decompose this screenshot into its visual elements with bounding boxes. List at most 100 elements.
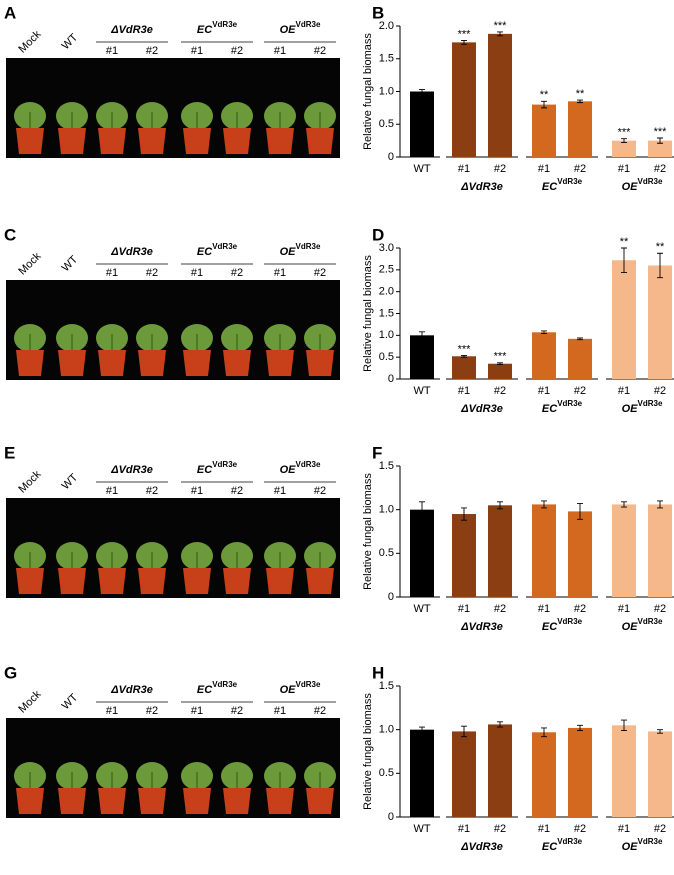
y-tick-label: 0.5 (379, 118, 394, 130)
group-label: ΔVdR3e (110, 464, 153, 476)
y-tick-label: 1.0 (379, 329, 394, 341)
x-tick-label: #1 (458, 385, 470, 397)
pot (223, 788, 251, 814)
pot (16, 788, 44, 814)
group-label: ΔVdR3e (110, 24, 153, 36)
group-sup: VdR3e (557, 617, 582, 626)
group-name: OE (280, 24, 297, 36)
significance: *** (494, 20, 508, 32)
x-tick-label: #1 (618, 603, 630, 615)
x-tick-label: #2 (494, 163, 506, 175)
panel-letter: A (4, 3, 16, 22)
y-tick-label: 1.0 (379, 724, 394, 736)
bar (568, 338, 592, 379)
x-tick-label: #1 (538, 603, 550, 615)
group-name: OE (280, 464, 297, 476)
pot (16, 350, 44, 376)
x-tick-label: #2 (574, 603, 586, 615)
pot (58, 568, 86, 594)
y-tick-label: 1.0 (379, 504, 394, 516)
x-tick-label: #2 (654, 603, 666, 615)
group-sup: VdR3e (212, 20, 237, 29)
x-tick-label: #1 (618, 163, 630, 175)
error-bar (657, 137, 663, 144)
item-label: #2 (231, 45, 243, 57)
group-name: OE (280, 684, 297, 696)
error-bar (497, 501, 503, 510)
photo-label: WT (60, 691, 81, 712)
item-label: #2 (146, 267, 158, 279)
significance: ** (656, 241, 665, 253)
error-bar (419, 726, 425, 733)
y-axis-label: Relative fungal biomass (362, 255, 374, 372)
x-tick-label: #2 (494, 385, 506, 397)
error-bar (621, 719, 627, 731)
pot (16, 568, 44, 594)
error-bar (541, 500, 547, 509)
error-bar (541, 330, 547, 335)
pot (266, 568, 294, 594)
bar (568, 727, 592, 817)
group-label: OEVdR3e (280, 242, 321, 258)
group-name: EC (542, 841, 558, 853)
group-name: ΔVdR3e (110, 24, 153, 36)
pot (58, 350, 86, 376)
item-label: #1 (274, 45, 286, 57)
y-tick-label: 2.0 (379, 286, 394, 298)
group-name: ΔVdR3e (460, 181, 503, 193)
y-tick-label: 0.5 (379, 547, 394, 559)
significance: ** (576, 88, 585, 100)
bar (648, 265, 672, 379)
item-label: #2 (231, 705, 243, 717)
group-name: ΔVdR3e (110, 684, 153, 696)
bar (452, 42, 476, 157)
error-bar (621, 247, 627, 273)
group-label: ECVdR3e (542, 617, 583, 633)
pot (98, 350, 126, 376)
pot (58, 128, 86, 154)
group-name: OE (622, 181, 639, 193)
x-tick-label: #2 (494, 823, 506, 835)
item-label: #1 (191, 705, 203, 717)
group-label: ECVdR3e (197, 20, 238, 36)
pot (183, 128, 211, 154)
group-sup: VdR3e (557, 837, 582, 846)
panel-letter: C (4, 225, 16, 244)
x-tick-label: #2 (574, 823, 586, 835)
panel-letter: D (372, 225, 384, 244)
item-label: #2 (146, 485, 158, 497)
photo-label: Mock (16, 28, 43, 55)
error-bar (657, 500, 663, 509)
bar (410, 335, 434, 379)
group-label: ECVdR3e (197, 680, 238, 696)
x-tick-label: #2 (494, 603, 506, 615)
bar (648, 731, 672, 817)
x-tick-label: WT (413, 163, 430, 175)
bar (532, 504, 556, 597)
item-label: #1 (191, 45, 203, 57)
item-label: #2 (314, 705, 326, 717)
bar (648, 140, 672, 157)
pot (98, 128, 126, 154)
pot (183, 350, 211, 376)
x-tick-label: #1 (618, 385, 630, 397)
bar (612, 260, 636, 379)
x-tick-label: #1 (538, 385, 550, 397)
error-bar (577, 337, 583, 341)
pot (16, 128, 44, 154)
group-name: ΔVdR3e (110, 246, 153, 258)
y-tick-label: 0 (388, 811, 394, 823)
bar (612, 504, 636, 597)
error-bar (577, 503, 583, 520)
y-tick-label: 0 (388, 591, 394, 603)
error-bar (657, 729, 663, 734)
item-label: #1 (274, 485, 286, 497)
pot (223, 350, 251, 376)
error-bar (419, 89, 425, 94)
group-label: ΔVdR3e (460, 841, 503, 853)
error-bar (497, 721, 503, 728)
pot (306, 788, 334, 814)
bar (488, 363, 512, 379)
pot (183, 788, 211, 814)
